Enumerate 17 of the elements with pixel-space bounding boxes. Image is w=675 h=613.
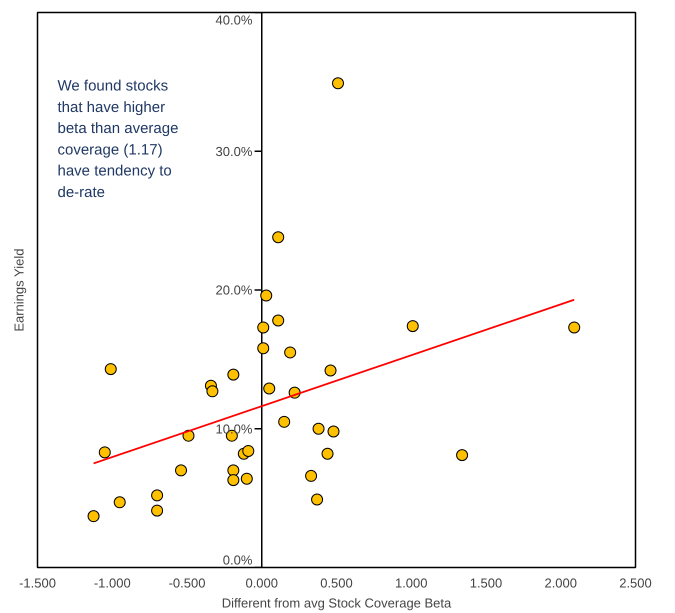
x-axis-title: Different from avg Stock Coverage Beta	[222, 596, 452, 610]
y-tick-label: 30.0%	[216, 144, 253, 159]
x-tick-label: 0.500	[320, 576, 353, 590]
x-tick-label: -1.500	[19, 576, 56, 590]
y-axis-title: Earnings Yield	[12, 248, 26, 332]
y-tick-label: 10.0%	[216, 421, 253, 436]
y-tick-label: 0.0%	[222, 552, 253, 568]
y-tick-label: 20.0%	[216, 282, 253, 298]
x-tick-label: 0.000	[245, 576, 278, 590]
x-tick-label: 1.000	[394, 576, 428, 590]
x-tick-label: 2.000	[544, 576, 578, 590]
x-tick-label: 2.500	[619, 576, 652, 590]
y-tick-label: 40.0%	[216, 12, 253, 28]
x-tick-label: -0.500	[168, 576, 206, 590]
annotation: We found stocks that have higher beta than average coverage (1.17) have tendency to de-rate	[58, 78, 178, 201]
x-tick-label: 1.500	[470, 576, 502, 590]
x-tick-label: -1.000	[94, 576, 131, 590]
